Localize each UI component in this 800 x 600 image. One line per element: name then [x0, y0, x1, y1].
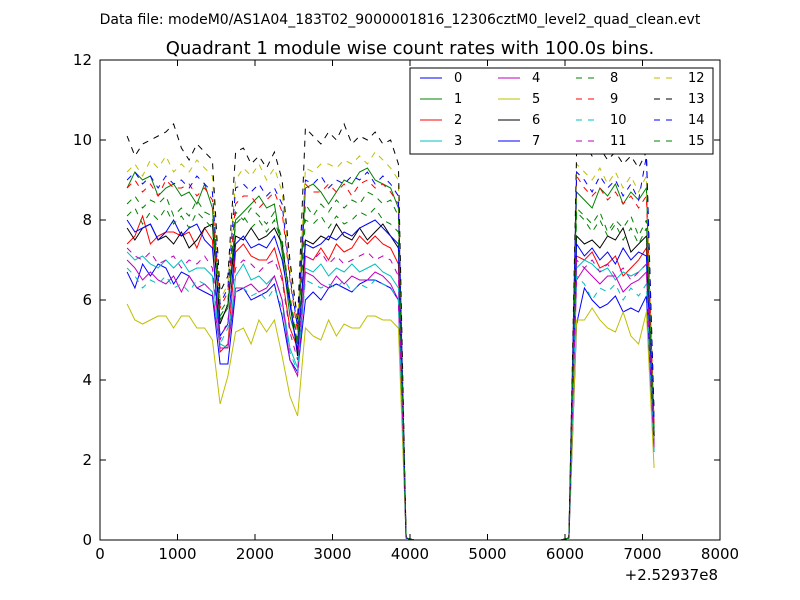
legend-label-13: 13: [688, 92, 705, 107]
y-tick-label: 12: [73, 51, 92, 69]
legend-label-8: 8: [610, 71, 618, 86]
legend-label-2: 2: [454, 113, 462, 128]
legend-label-5: 5: [532, 92, 540, 107]
legend-label-7: 7: [532, 134, 540, 149]
x-tick-label: 3000: [313, 545, 351, 563]
legend-label-12: 12: [688, 71, 705, 86]
y-tick-label: 2: [82, 451, 92, 469]
legend-label-4: 4: [532, 71, 540, 86]
legend-label-11: 11: [610, 134, 627, 149]
legend-box: [409, 67, 714, 155]
series-line-11: [126, 247, 655, 540]
legend-label-0: 0: [454, 71, 462, 86]
legend-label-6: 6: [532, 113, 540, 128]
chart-suptitle: Data file: modeM0/AS1A04_183T02_90000018…: [100, 12, 701, 28]
x-tick-label: 0: [95, 545, 105, 563]
legend-label-15: 15: [688, 134, 705, 149]
legend-label-1: 1: [454, 92, 462, 107]
series-line-12: [126, 151, 655, 540]
x-tick-label: 4000: [391, 545, 429, 563]
y-tick-label: 6: [82, 291, 92, 309]
y-tick-label: 8: [82, 211, 92, 229]
x-tick-label: 6000: [546, 545, 584, 563]
y-tick-label: 4: [82, 371, 92, 389]
series-line-9: [126, 174, 655, 540]
x-tick-label: 7000: [623, 545, 661, 563]
x-tick-label: 8000: [701, 545, 739, 563]
legend-label-14: 14: [688, 113, 705, 128]
chart-title: Quadrant 1 module wise count rates with …: [166, 38, 655, 59]
x-offset-label: +2.52937e8: [625, 566, 718, 584]
series-layer: [126, 122, 655, 540]
x-tick-label: 1000: [158, 545, 196, 563]
x-tick-label: 5000: [468, 545, 506, 563]
series-line-15: [126, 206, 655, 540]
y-tick-label: 0: [82, 531, 92, 549]
series-line-13: [126, 122, 655, 540]
legend-label-3: 3: [454, 134, 462, 149]
axes: 0 1000 2000 3000 4000 5000 6000 7000 80000246810…: [73, 51, 739, 563]
x-tick-label: 2000: [236, 545, 274, 563]
y-tick-label: 10: [73, 131, 92, 149]
legend-label-9: 9: [610, 92, 618, 107]
legend-label-10: 10: [610, 113, 627, 128]
